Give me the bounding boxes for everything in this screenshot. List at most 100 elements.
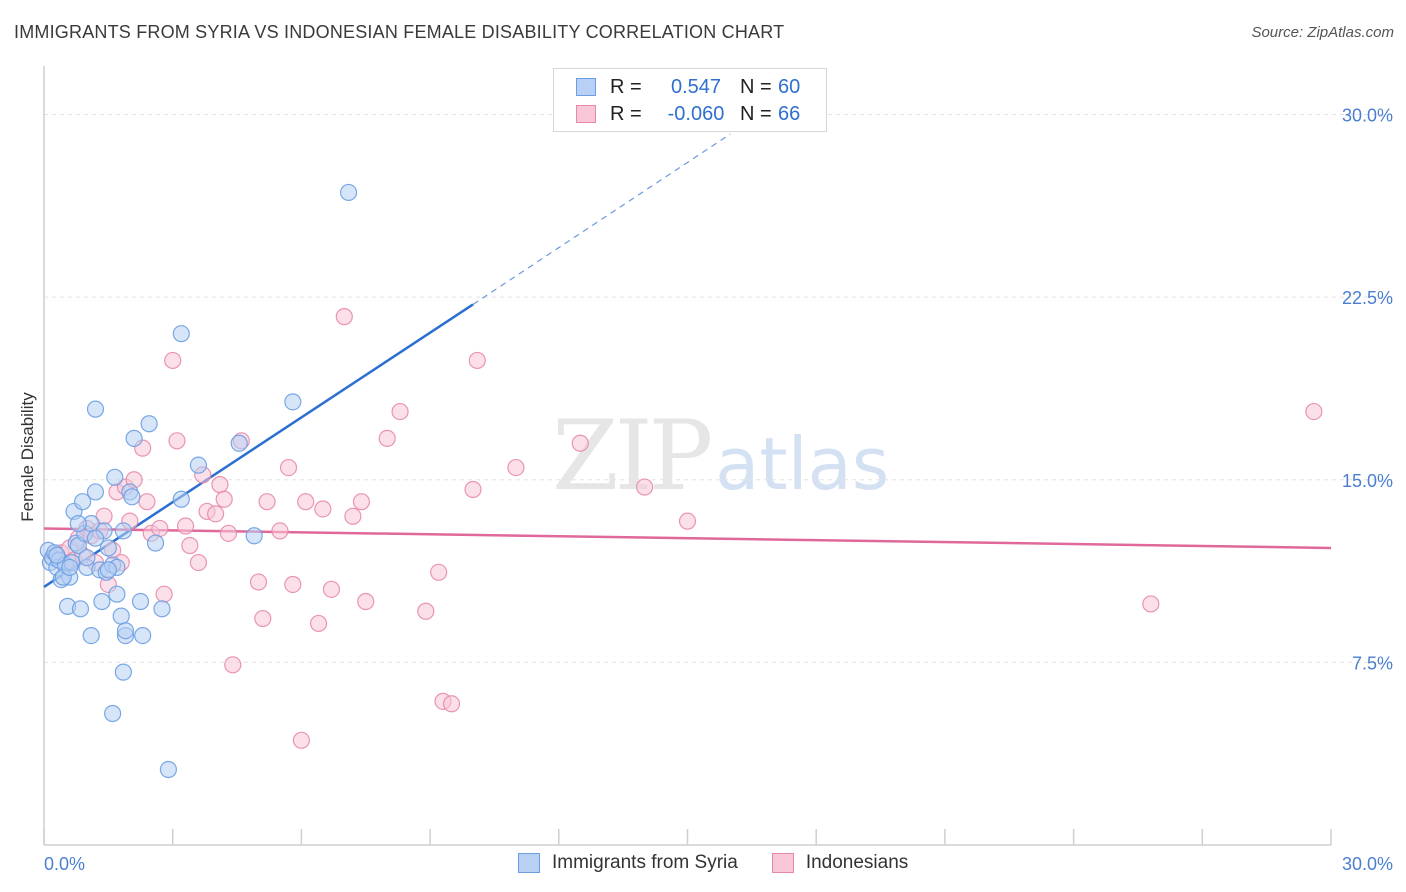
indonesians-point — [391, 402, 409, 421]
legend-swatch-syria — [576, 78, 596, 96]
indonesians-point — [464, 480, 482, 499]
syria-point — [134, 626, 152, 645]
indonesians-point — [181, 536, 199, 555]
indonesians-point — [215, 490, 233, 508]
legend-label-indo: Indonesians — [805, 852, 909, 873]
indonesians-point — [151, 519, 169, 538]
chart-title: IMMIGRANTS FROM SYRIA VS INDONESIAN FEMA… — [14, 22, 785, 42]
syria-point — [69, 514, 87, 533]
y-tick-label: 7.5% — [1352, 653, 1393, 673]
indonesians-points — [43, 308, 1323, 749]
indonesians-point — [292, 731, 310, 749]
syria-points — [39, 183, 358, 779]
indonesians-point — [249, 573, 268, 591]
syria-point — [114, 522, 132, 540]
legend-r-label: R = — [610, 102, 642, 125]
indonesians-point — [224, 656, 242, 674]
indonesians-point — [378, 429, 396, 447]
syria-point — [93, 592, 111, 611]
tick-labels: 7.5% 15.0% 22.5% 30.0% 0.0% 30.0% — [44, 106, 1393, 874]
indonesians-point — [344, 507, 362, 525]
indo-trendline-group — [43, 527, 1332, 550]
legend-label-syria: Immigrants from Syria — [552, 852, 738, 873]
syria-point — [146, 534, 165, 552]
indonesians-point — [678, 512, 697, 530]
syria-point — [114, 663, 132, 681]
indonesians-point — [1142, 595, 1160, 613]
indonesians-point — [164, 351, 182, 370]
syria-trendline-group — [43, 133, 731, 588]
series-legend: Immigrants from Syria Indonesians — [518, 852, 942, 874]
syria-point — [71, 600, 90, 618]
indonesians-point — [155, 585, 173, 603]
gridlines — [44, 114, 1392, 663]
watermark-atlas: atlas — [715, 422, 890, 506]
syria-point — [104, 704, 122, 723]
legend-r-value-syria: 0.547 — [670, 75, 722, 98]
syria-point — [86, 483, 105, 501]
indonesians-point — [309, 614, 328, 633]
indonesians-point — [430, 563, 448, 581]
syria-point — [172, 490, 190, 508]
syria-point — [339, 183, 358, 202]
syria-point — [116, 622, 135, 640]
syria-point — [86, 529, 105, 547]
x-tick-label-max: 30.0% — [1342, 854, 1393, 874]
indonesians-point — [1305, 402, 1323, 421]
legend-item-indo: Indonesians — [771, 852, 909, 874]
indonesians-point — [258, 493, 276, 511]
zipatlas-watermark: ZIPatlas — [552, 400, 889, 512]
y-tick-label: 30.0% — [1342, 106, 1393, 126]
legend-n-label: N = — [740, 75, 772, 98]
indonesians-point — [176, 517, 195, 535]
legend-swatch-indo — [576, 105, 596, 123]
syria-point — [61, 558, 79, 577]
indonesians-point — [284, 575, 302, 594]
indonesians-point — [507, 458, 525, 477]
syria-point — [48, 546, 66, 564]
syria-point — [284, 393, 302, 411]
indonesians-point — [335, 308, 353, 326]
indonesians-point — [352, 493, 371, 511]
syria-point — [106, 468, 124, 486]
legend-swatch-syria — [518, 853, 540, 873]
syria-point — [172, 325, 190, 343]
correlation-legend: R = 0.547 N = 60 R = -0.060 N = 66 — [553, 68, 827, 132]
indonesians-point — [468, 351, 486, 370]
syria-point — [140, 415, 158, 433]
syria-point — [153, 600, 171, 618]
indonesians-point — [189, 553, 208, 572]
syria-point — [99, 539, 117, 557]
syria-point — [159, 760, 178, 779]
y-tick-label: 22.5% — [1342, 288, 1393, 308]
indonesians-point — [138, 493, 156, 511]
axes — [43, 66, 1332, 846]
indonesians-point — [279, 458, 298, 477]
indonesians-point — [297, 493, 315, 511]
indonesians-point — [207, 505, 225, 523]
indonesians-point — [357, 592, 375, 611]
indonesians-point — [211, 476, 229, 494]
syria-point — [78, 549, 96, 567]
indonesians-point — [219, 524, 238, 542]
syria-point — [230, 434, 248, 452]
indonesians-point — [254, 609, 272, 628]
y-axis-label: Female Disability — [18, 392, 37, 522]
legend-row-syria: R = 0.547 N = 60 — [576, 75, 800, 99]
syria-point — [74, 493, 92, 511]
syria-point — [82, 626, 100, 645]
indonesians-point — [571, 434, 589, 452]
indonesians-point — [314, 500, 332, 518]
legend-item-syria: Immigrants from Syria — [518, 852, 738, 874]
syria-point — [112, 607, 130, 625]
legend-n-label: N = — [740, 102, 772, 125]
indonesians-point — [635, 478, 654, 496]
source-credit: Source: ZipAtlas.com — [1251, 24, 1394, 41]
syria-point — [86, 400, 105, 418]
legend-swatch-indo — [771, 853, 794, 873]
legend-r-value-indo: -0.060 — [667, 102, 725, 125]
y-tick-label: 15.0% — [1342, 471, 1393, 491]
syria-trendline-extension — [472, 133, 731, 305]
legend-n-value-indo: 66 — [778, 102, 801, 125]
